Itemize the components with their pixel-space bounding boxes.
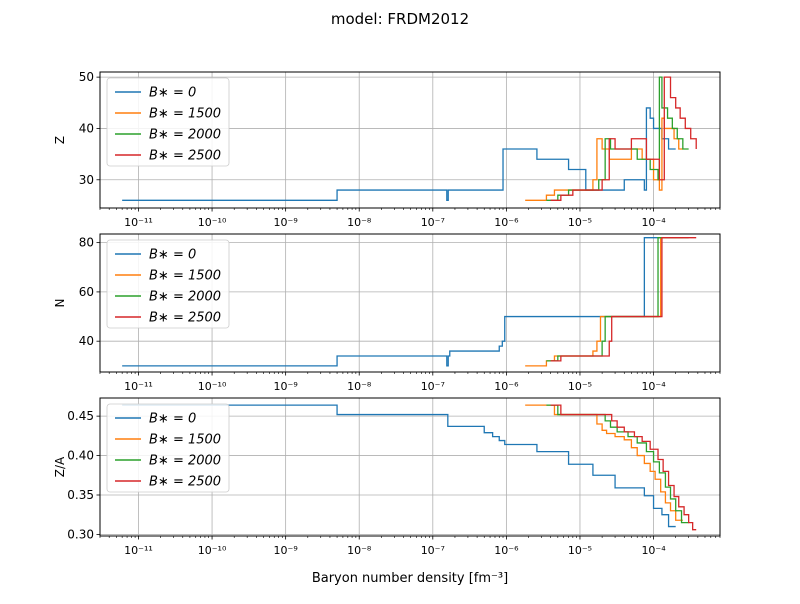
x-tick-label: 10⁻⁴ <box>641 544 666 557</box>
y-tick-label: 40 <box>79 121 94 135</box>
x-tick-label: 10⁻¹¹ <box>124 380 153 393</box>
y-tick-label: 0.35 <box>67 488 94 502</box>
chart-panel-1: 10⁻¹¹ 10⁻¹⁰ 10⁻⁹ 10⁻⁸ 10⁻⁷ 10⁻⁶ 10⁻⁵ 10⁻⁴ 30 40 50… <box>53 70 721 229</box>
x-tick-label: 10⁻¹⁰ <box>198 544 227 557</box>
series-line-b2500 <box>550 76 697 201</box>
y-tick-label: 50 <box>79 70 94 84</box>
x-tick-label: 10⁻⁷ <box>421 544 445 557</box>
legend: B∗ = 0 B∗ = 1500 B∗ = 2000 B∗ = 2500 <box>106 77 230 167</box>
x-tick-label: 10⁻⁴ <box>641 216 666 229</box>
series-line-b2500 <box>550 237 697 362</box>
y-tick-label: 80 <box>79 236 94 250</box>
chart-panel-2: 10⁻¹¹ 10⁻¹⁰ 10⁻⁹ 10⁻⁸ 10⁻⁷ 10⁻⁶ 10⁻⁵ 10⁻⁴ 40 60 80… <box>53 233 721 393</box>
x-tick-label: 10⁻⁴ <box>641 380 666 393</box>
y-axis-label: Z <box>53 136 67 144</box>
y-tick-label: 0.40 <box>67 449 94 463</box>
chart-panel-3: 10⁻¹¹ 10⁻¹⁰ 10⁻⁹ 10⁻⁸ 10⁻⁷ 10⁻⁶ 10⁻⁵ 10⁻⁴ 0.30 0.… <box>53 397 721 557</box>
x-tick-label: 10⁻¹⁰ <box>198 216 227 229</box>
x-tick-label: 10⁻¹¹ <box>124 544 153 557</box>
legend: B∗ = 0 B∗ = 1500 B∗ = 2000 B∗ = 2500 <box>106 239 230 329</box>
legend-label: B∗ = 2500 <box>149 311 221 326</box>
x-tick-label: 10⁻⁹ <box>274 380 298 393</box>
legend-label: B∗ = 1500 <box>149 269 221 284</box>
x-tick-label: 10⁻¹⁰ <box>198 380 227 393</box>
series-line-b2000 <box>546 237 689 362</box>
x-tick-label: 10⁻⁵ <box>568 380 592 393</box>
x-tick-label: 10⁻¹¹ <box>124 216 153 229</box>
x-tick-label: 10⁻⁶ <box>494 216 519 229</box>
y-tick-label: 30 <box>79 173 94 187</box>
plot-frame <box>99 233 721 373</box>
series-line-b1500 <box>525 237 683 367</box>
legend-label: B∗ = 2000 <box>149 128 221 143</box>
y-tick-label: 60 <box>79 285 94 299</box>
x-tick-label: 10⁻⁸ <box>347 216 372 229</box>
legend: B∗ = 0 B∗ = 1500 B∗ = 2000 B∗ = 2500 <box>106 403 230 493</box>
series-line-b0 <box>122 404 676 528</box>
y-tick-label: 0.30 <box>67 527 94 541</box>
x-tick-label: 10⁻⁸ <box>347 544 372 557</box>
x-axis-label: Baryon number density [fm⁻³] <box>312 571 508 586</box>
x-tick-label: 10⁻⁵ <box>568 216 592 229</box>
y-axis-label: N <box>53 299 67 308</box>
legend-label: B∗ = 1500 <box>149 433 221 448</box>
legend-label: B∗ = 2500 <box>149 475 221 490</box>
x-tick-label: 10⁻⁹ <box>274 544 298 557</box>
legend-label: B∗ = 1500 <box>149 107 221 122</box>
figure-title: model: FRDM2012 <box>331 10 469 28</box>
y-axis-label: Z/A <box>53 456 67 477</box>
legend-label: B∗ = 0 <box>149 248 196 263</box>
legend-label: B∗ = 2000 <box>149 290 221 305</box>
x-tick-label: 10⁻⁸ <box>347 380 372 393</box>
legend-label: B∗ = 2000 <box>149 454 221 469</box>
legend-label: B∗ = 0 <box>149 86 196 101</box>
y-tick-label: 0.45 <box>67 409 94 423</box>
y-tick-label: 40 <box>79 334 94 348</box>
legend-box <box>106 77 230 167</box>
plot-frame <box>99 397 721 537</box>
series-line-b1500 <box>525 404 683 521</box>
x-tick-label: 10⁻⁶ <box>494 544 519 557</box>
legend-label: B∗ = 2500 <box>149 149 221 164</box>
x-tick-label: 10⁻⁹ <box>274 216 298 229</box>
legend-box <box>106 403 230 493</box>
plot-frame <box>99 71 721 209</box>
x-tick-label: 10⁻⁶ <box>494 380 519 393</box>
x-tick-label: 10⁻⁷ <box>421 380 445 393</box>
x-tick-label: 10⁻⁷ <box>421 216 445 229</box>
legend-label: B∗ = 0 <box>149 412 196 427</box>
legend-box <box>106 239 230 329</box>
series-line-b2000 <box>546 404 689 524</box>
series-line-b2500 <box>550 404 697 531</box>
x-tick-label: 10⁻⁵ <box>568 544 592 557</box>
series-line-b0 <box>122 237 676 367</box>
